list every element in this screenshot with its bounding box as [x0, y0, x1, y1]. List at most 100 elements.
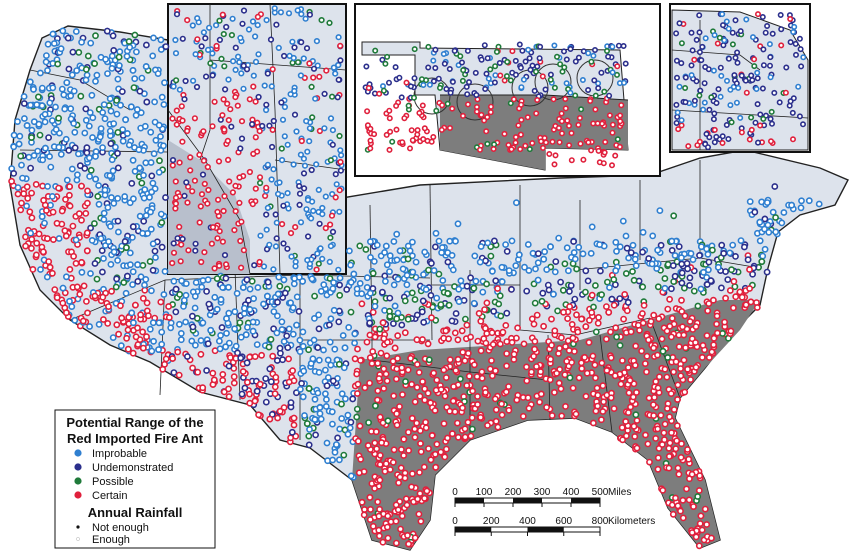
- range-point: [331, 345, 339, 353]
- range-point: [481, 324, 489, 332]
- range-point: [146, 193, 153, 201]
- range-point: [566, 374, 574, 382]
- range-point: [805, 197, 813, 205]
- range-point: [280, 338, 288, 345]
- range-point: [696, 520, 704, 527]
- range-point: [746, 266, 753, 273]
- range-point: [441, 453, 449, 461]
- range-point: [223, 329, 230, 337]
- range-point: [451, 329, 459, 337]
- range-point: [552, 258, 560, 265]
- range-point: [288, 428, 296, 436]
- range-point: [191, 292, 199, 300]
- range-point: [127, 103, 135, 111]
- range-point: [335, 61, 342, 69]
- range-point: [496, 340, 504, 348]
- range-point: [592, 106, 599, 113]
- legend-item-improbable: Improbable: [74, 448, 147, 460]
- range-point: [659, 486, 667, 494]
- range-point: [610, 276, 618, 283]
- range-point: [585, 87, 592, 94]
- range-point: [358, 290, 366, 298]
- range-point: [705, 258, 713, 266]
- range-point: [420, 271, 427, 278]
- range-point: [80, 282, 88, 290]
- range-point: [221, 252, 229, 259]
- range-point: [524, 114, 531, 121]
- range-point: [529, 249, 537, 257]
- range-point: [532, 68, 539, 75]
- range-point: [568, 157, 575, 164]
- range-point: [300, 367, 308, 375]
- range-point: [305, 432, 313, 440]
- range-point: [10, 131, 18, 139]
- range-point: [337, 167, 345, 174]
- range-point: [690, 503, 697, 510]
- range-point: [323, 67, 330, 74]
- range-point: [326, 258, 333, 266]
- range-point: [581, 353, 588, 361]
- range-point: [482, 257, 489, 265]
- range-point: [271, 5, 278, 12]
- range-point: [299, 393, 307, 401]
- range-point: [673, 101, 680, 108]
- range-point: [297, 219, 305, 226]
- range-point: [172, 205, 179, 212]
- range-point: [463, 83, 470, 90]
- range-point: [148, 188, 155, 196]
- range-point: [789, 109, 796, 116]
- range-point: [389, 138, 396, 145]
- range-point: [620, 42, 627, 49]
- range-point: [601, 88, 608, 95]
- range-point: [483, 299, 491, 307]
- range-point: [182, 291, 190, 299]
- range-point: [464, 91, 471, 98]
- range-point: [689, 256, 697, 263]
- range-point: [376, 90, 383, 97]
- legend-label: Enough: [92, 534, 130, 546]
- range-point: [249, 18, 257, 25]
- range-point: [172, 285, 180, 293]
- range-point: [650, 412, 658, 419]
- range-point: [137, 273, 145, 281]
- range-point: [268, 83, 275, 90]
- range-point: [432, 65, 439, 72]
- range-point: [561, 260, 569, 268]
- range-point: [472, 69, 479, 76]
- scale-tick-label: 300: [534, 487, 551, 498]
- range-point: [369, 308, 377, 316]
- range-point: [96, 133, 104, 141]
- range-point: [815, 200, 823, 208]
- range-point: [617, 112, 624, 119]
- range-point: [87, 270, 94, 277]
- range-point: [753, 86, 760, 93]
- range-point: [204, 340, 212, 348]
- range-point: [255, 93, 262, 101]
- range-point: [602, 139, 609, 146]
- range-point: [335, 360, 343, 368]
- range-point: [547, 355, 554, 363]
- scale-tick-label: 400: [563, 487, 580, 498]
- range-point: [386, 312, 394, 320]
- range-point: [536, 398, 543, 406]
- range-point: [610, 405, 618, 412]
- range-point: [142, 275, 150, 283]
- range-point: [147, 159, 155, 166]
- legend-rain-item-not-enough: Not enough: [76, 522, 149, 534]
- range-point: [55, 114, 62, 122]
- range-point: [100, 209, 108, 217]
- range-point: [687, 250, 695, 257]
- range-point: [271, 383, 279, 391]
- range-point: [223, 261, 230, 268]
- range-point: [266, 122, 273, 129]
- range-point: [566, 287, 573, 295]
- range-point: [484, 55, 491, 62]
- range-point: [749, 270, 756, 278]
- range-point: [431, 243, 439, 251]
- range-point: [270, 325, 277, 333]
- range-point: [477, 413, 484, 421]
- range-point: [66, 191, 73, 199]
- range-point: [189, 323, 197, 331]
- range-point: [417, 440, 424, 447]
- range-point: [306, 60, 313, 67]
